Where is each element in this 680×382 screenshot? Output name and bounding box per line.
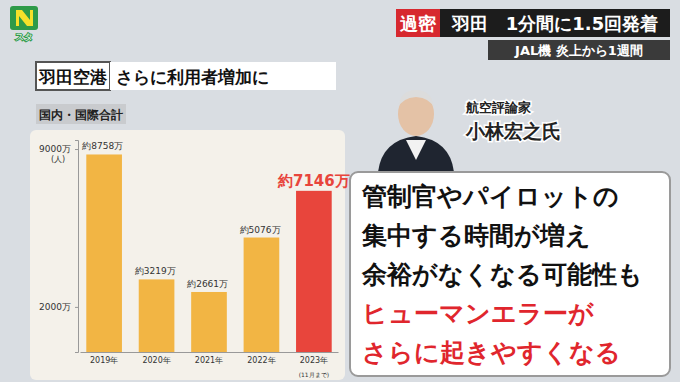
x-axis-line — [81, 352, 339, 353]
y-tick: 2000万 — [39, 302, 78, 312]
subheadline: JAL機 炎上から1週間 — [514, 43, 643, 58]
portrait-body — [378, 136, 454, 172]
canvas: スタ 過密羽田 1分間に1.5回発着 JAL機 炎上から1週間羽田空港さらに利用者増… — [0, 0, 680, 382]
logo-text: スタ — [15, 32, 33, 42]
data-label: 約8758万 — [82, 141, 123, 151]
bar — [244, 238, 280, 352]
x-tick: 2022年 — [247, 352, 275, 365]
bar — [296, 191, 332, 352]
portrait-hair — [398, 90, 434, 108]
data-label: 約7146万 — [277, 172, 350, 190]
x-tick: 2019年 — [90, 352, 118, 365]
data-label: 約5076万 — [240, 225, 281, 235]
y-axis: 2000万 9000万 — [39, 141, 78, 353]
commentator-name: 小林宏之氏 — [465, 120, 561, 142]
period-note: (11月まで) — [299, 371, 329, 378]
x-tick-label: 2023年 — [300, 356, 328, 365]
chart-title: 羽田空港 — [38, 67, 108, 87]
y-axis-label: (人) — [51, 155, 65, 164]
portrait — [378, 90, 454, 172]
portrait-shirt — [406, 140, 426, 160]
subheadline-box — [488, 40, 670, 60]
y-tick: 9000万 — [39, 144, 78, 154]
x-tick: 2021年 — [195, 352, 223, 365]
x-tick-label: 2020年 — [142, 356, 170, 365]
y-axis-line — [75, 141, 79, 353]
quote-emphasis: ヒューマンエラーが — [362, 299, 594, 328]
x-tick-label: 2022年 — [247, 356, 275, 365]
annotation: 国内・国際合計 — [39, 108, 123, 122]
y-tick-mark — [75, 307, 78, 308]
x-axis: 2019年 2020年 2021年 2022年 2023年 — [81, 352, 339, 365]
headline-box — [440, 9, 670, 37]
x-tick: 2020年 — [142, 352, 170, 365]
x-tick-label: 2019年 — [90, 356, 118, 365]
title-box — [36, 62, 110, 90]
bar — [139, 279, 175, 352]
y-tick-mark — [75, 149, 78, 150]
commentator-role: 航空評論家 — [465, 100, 531, 115]
quote-box — [350, 172, 670, 376]
tag-text: 過密 — [399, 13, 437, 34]
quote-emphasis: さらに起きやすくなる — [362, 338, 621, 367]
bar — [86, 154, 122, 352]
quote-line: 管制官やパイロットの — [361, 182, 619, 211]
background — [0, 0, 680, 382]
annotation-box — [36, 104, 126, 124]
data-label: 約3219万 — [135, 266, 176, 276]
bar — [191, 292, 227, 352]
subtitle-box — [110, 62, 336, 90]
logo-box — [10, 6, 38, 30]
logo-mark — [16, 10, 33, 26]
data-labels: 約8758万約3219万約2661万 約5076万 約7146万 — [82, 141, 349, 289]
chart-panel — [30, 130, 345, 380]
y-tick-label: 2000万 — [39, 302, 71, 312]
x-tick: 2023年 — [300, 352, 328, 365]
x-tick-label: 2021年 — [195, 356, 223, 365]
chart-subtitle: さらに利用者増加に — [116, 67, 269, 87]
tag-box — [396, 9, 440, 37]
quote-line: 集中する時間が増え — [361, 221, 591, 250]
quote-line: 余裕がなくなる可能性も — [361, 260, 643, 289]
headline: 羽田 1分間に1.5回発着 — [451, 13, 658, 34]
y-tick-label: 9000万 — [39, 144, 71, 154]
data-label: 約2661万 — [187, 279, 228, 289]
